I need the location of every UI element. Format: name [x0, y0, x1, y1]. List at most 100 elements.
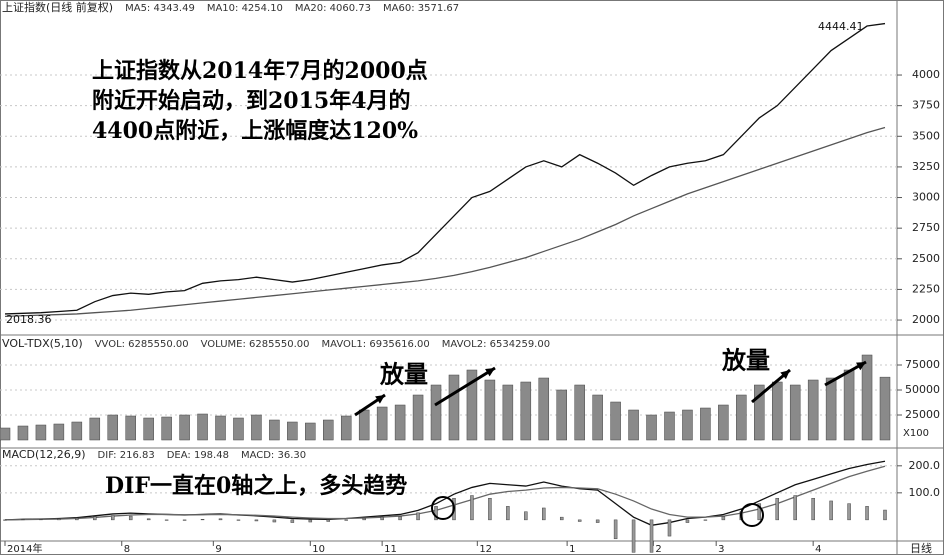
- header-label: MA5: 4343.49: [125, 3, 195, 14]
- bar: [305, 422, 316, 441]
- header-label: VVOL: 6285550.00: [95, 339, 189, 350]
- bar: [865, 506, 869, 521]
- bar: [233, 417, 244, 441]
- bar: [272, 519, 277, 523]
- x-tick-label: 10: [312, 544, 325, 555]
- x-tick-label: 11: [384, 544, 397, 555]
- bar: [434, 506, 438, 521]
- y-tick-label: 50000: [905, 383, 940, 396]
- bar: [811, 497, 815, 521]
- bar: [789, 384, 801, 441]
- annotation: DIF一直在0轴之上，多头趋势: [105, 473, 407, 499]
- x-tick-label: 3: [718, 544, 724, 555]
- bar: [488, 497, 492, 521]
- bar: [466, 369, 478, 441]
- bar: [308, 519, 313, 523]
- bar: [53, 423, 65, 441]
- bar: [484, 379, 496, 441]
- annotation: 上证指数从2014年7月的2000点: [92, 58, 428, 84]
- bar: [344, 519, 348, 521]
- bar: [524, 511, 528, 521]
- bar: [754, 384, 765, 441]
- bar: [17, 425, 29, 441]
- header-label: MAVOL1: 6935616.00: [322, 339, 430, 350]
- tab-label: 日线: [910, 541, 932, 555]
- bar: [290, 519, 295, 523]
- bar: [667, 519, 672, 537]
- bar: [538, 377, 550, 441]
- header-label: VOLUME: 6285550.00: [201, 339, 310, 350]
- y-tick-label: 4000: [912, 68, 940, 81]
- header-label: VOL-TDX(5,10): [2, 337, 83, 350]
- y-tick-label: 3000: [912, 191, 940, 204]
- y-tick-label: 3250: [912, 160, 940, 173]
- bar: [807, 379, 819, 441]
- header-label: DIF: 216.83: [98, 450, 155, 461]
- header-label: MACD: 36.30: [241, 450, 306, 461]
- bar: [861, 354, 873, 441]
- bar: [254, 519, 259, 522]
- bar: [362, 517, 366, 521]
- bar: [628, 409, 639, 441]
- header-label: MA10: 4254.10: [207, 3, 283, 14]
- bar: [649, 519, 654, 553]
- header-label: MA20: 4060.73: [295, 3, 371, 14]
- bar: [685, 519, 690, 523]
- annotation: 附近开始启动，到2015年4月的: [92, 88, 411, 114]
- y-tick-label: 75000: [905, 358, 940, 371]
- bar: [197, 413, 208, 441]
- bar: [3, 519, 7, 521]
- bar: [843, 369, 855, 441]
- bar: [269, 419, 280, 441]
- bar: [89, 417, 101, 441]
- bar: [215, 415, 226, 441]
- unit-label: X100: [903, 428, 929, 439]
- x-tick-label: 1: [569, 544, 575, 555]
- bar: [771, 381, 783, 441]
- arrow-head: [780, 370, 790, 380]
- bar: [470, 495, 474, 521]
- bar: [448, 374, 460, 441]
- bar: [613, 519, 618, 540]
- header-label: MACD(12,26,9): [2, 448, 86, 461]
- bar: [631, 519, 636, 553]
- low-label: 2018.36: [6, 313, 52, 326]
- bar: [520, 381, 532, 441]
- bar: [829, 500, 833, 521]
- bar: [430, 384, 442, 441]
- bar: [700, 407, 711, 441]
- x-tick-label: 8: [124, 544, 130, 555]
- bar: [111, 515, 115, 521]
- x-tick-label: 4: [815, 544, 821, 555]
- bar: [542, 507, 546, 521]
- highlight-circle: [431, 496, 455, 520]
- high-label: 4444.41: [818, 20, 864, 33]
- bar: [775, 497, 779, 521]
- x-tick-label: 2: [655, 544, 661, 555]
- bar: [664, 411, 675, 441]
- annotation: 放量: [379, 360, 428, 389]
- bar: [39, 519, 43, 521]
- bar: [721, 516, 726, 521]
- arrow-head: [856, 362, 866, 371]
- bar: [595, 519, 600, 523]
- bar: [146, 518, 151, 521]
- series-line: [4, 126, 886, 318]
- bar: [879, 376, 891, 441]
- highlight-circle: [740, 503, 764, 527]
- annotation: 放量: [721, 346, 770, 375]
- bar: [412, 394, 424, 441]
- bar: [757, 503, 762, 521]
- y-tick-label: 100.0: [909, 486, 941, 499]
- y-tick-label: 2250: [912, 282, 940, 295]
- bar: [736, 394, 747, 441]
- bar: [577, 519, 582, 522]
- bar: [793, 495, 797, 521]
- bar: [610, 401, 621, 441]
- bar: [57, 518, 61, 521]
- bar: [93, 516, 97, 521]
- annotation: 4400点附近，上涨幅度达120%: [92, 118, 418, 144]
- bar: [75, 517, 79, 521]
- bar: [703, 519, 708, 521]
- bar: [502, 384, 514, 441]
